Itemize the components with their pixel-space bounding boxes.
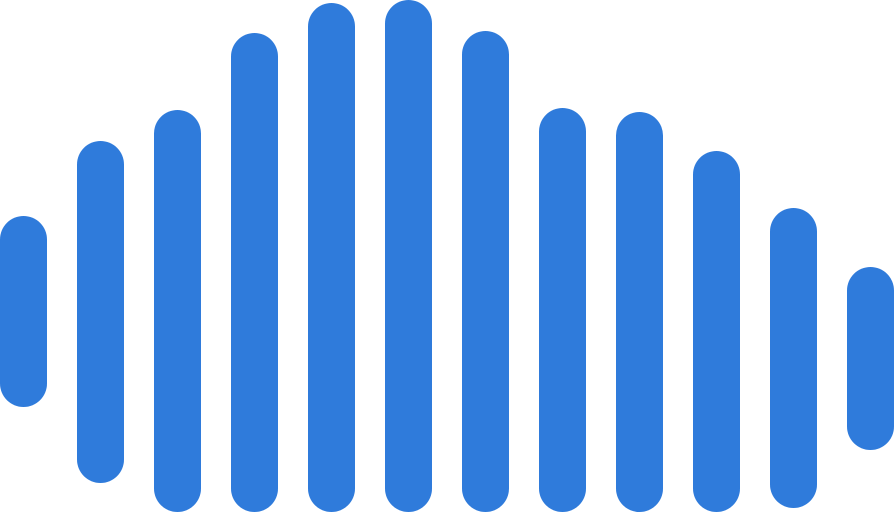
waveform-bar [0,216,47,407]
waveform-bar [693,151,740,512]
waveform-bar [154,110,201,512]
waveform-bar [539,108,586,512]
waveform-bar [77,141,124,483]
waveform-bar [231,33,278,512]
waveform-bar [462,31,509,512]
waveform-bar [308,3,355,512]
waveform-bar [616,112,663,512]
waveform-bar [385,0,432,512]
waveform-bar [847,267,894,450]
waveform-bar [770,208,817,508]
